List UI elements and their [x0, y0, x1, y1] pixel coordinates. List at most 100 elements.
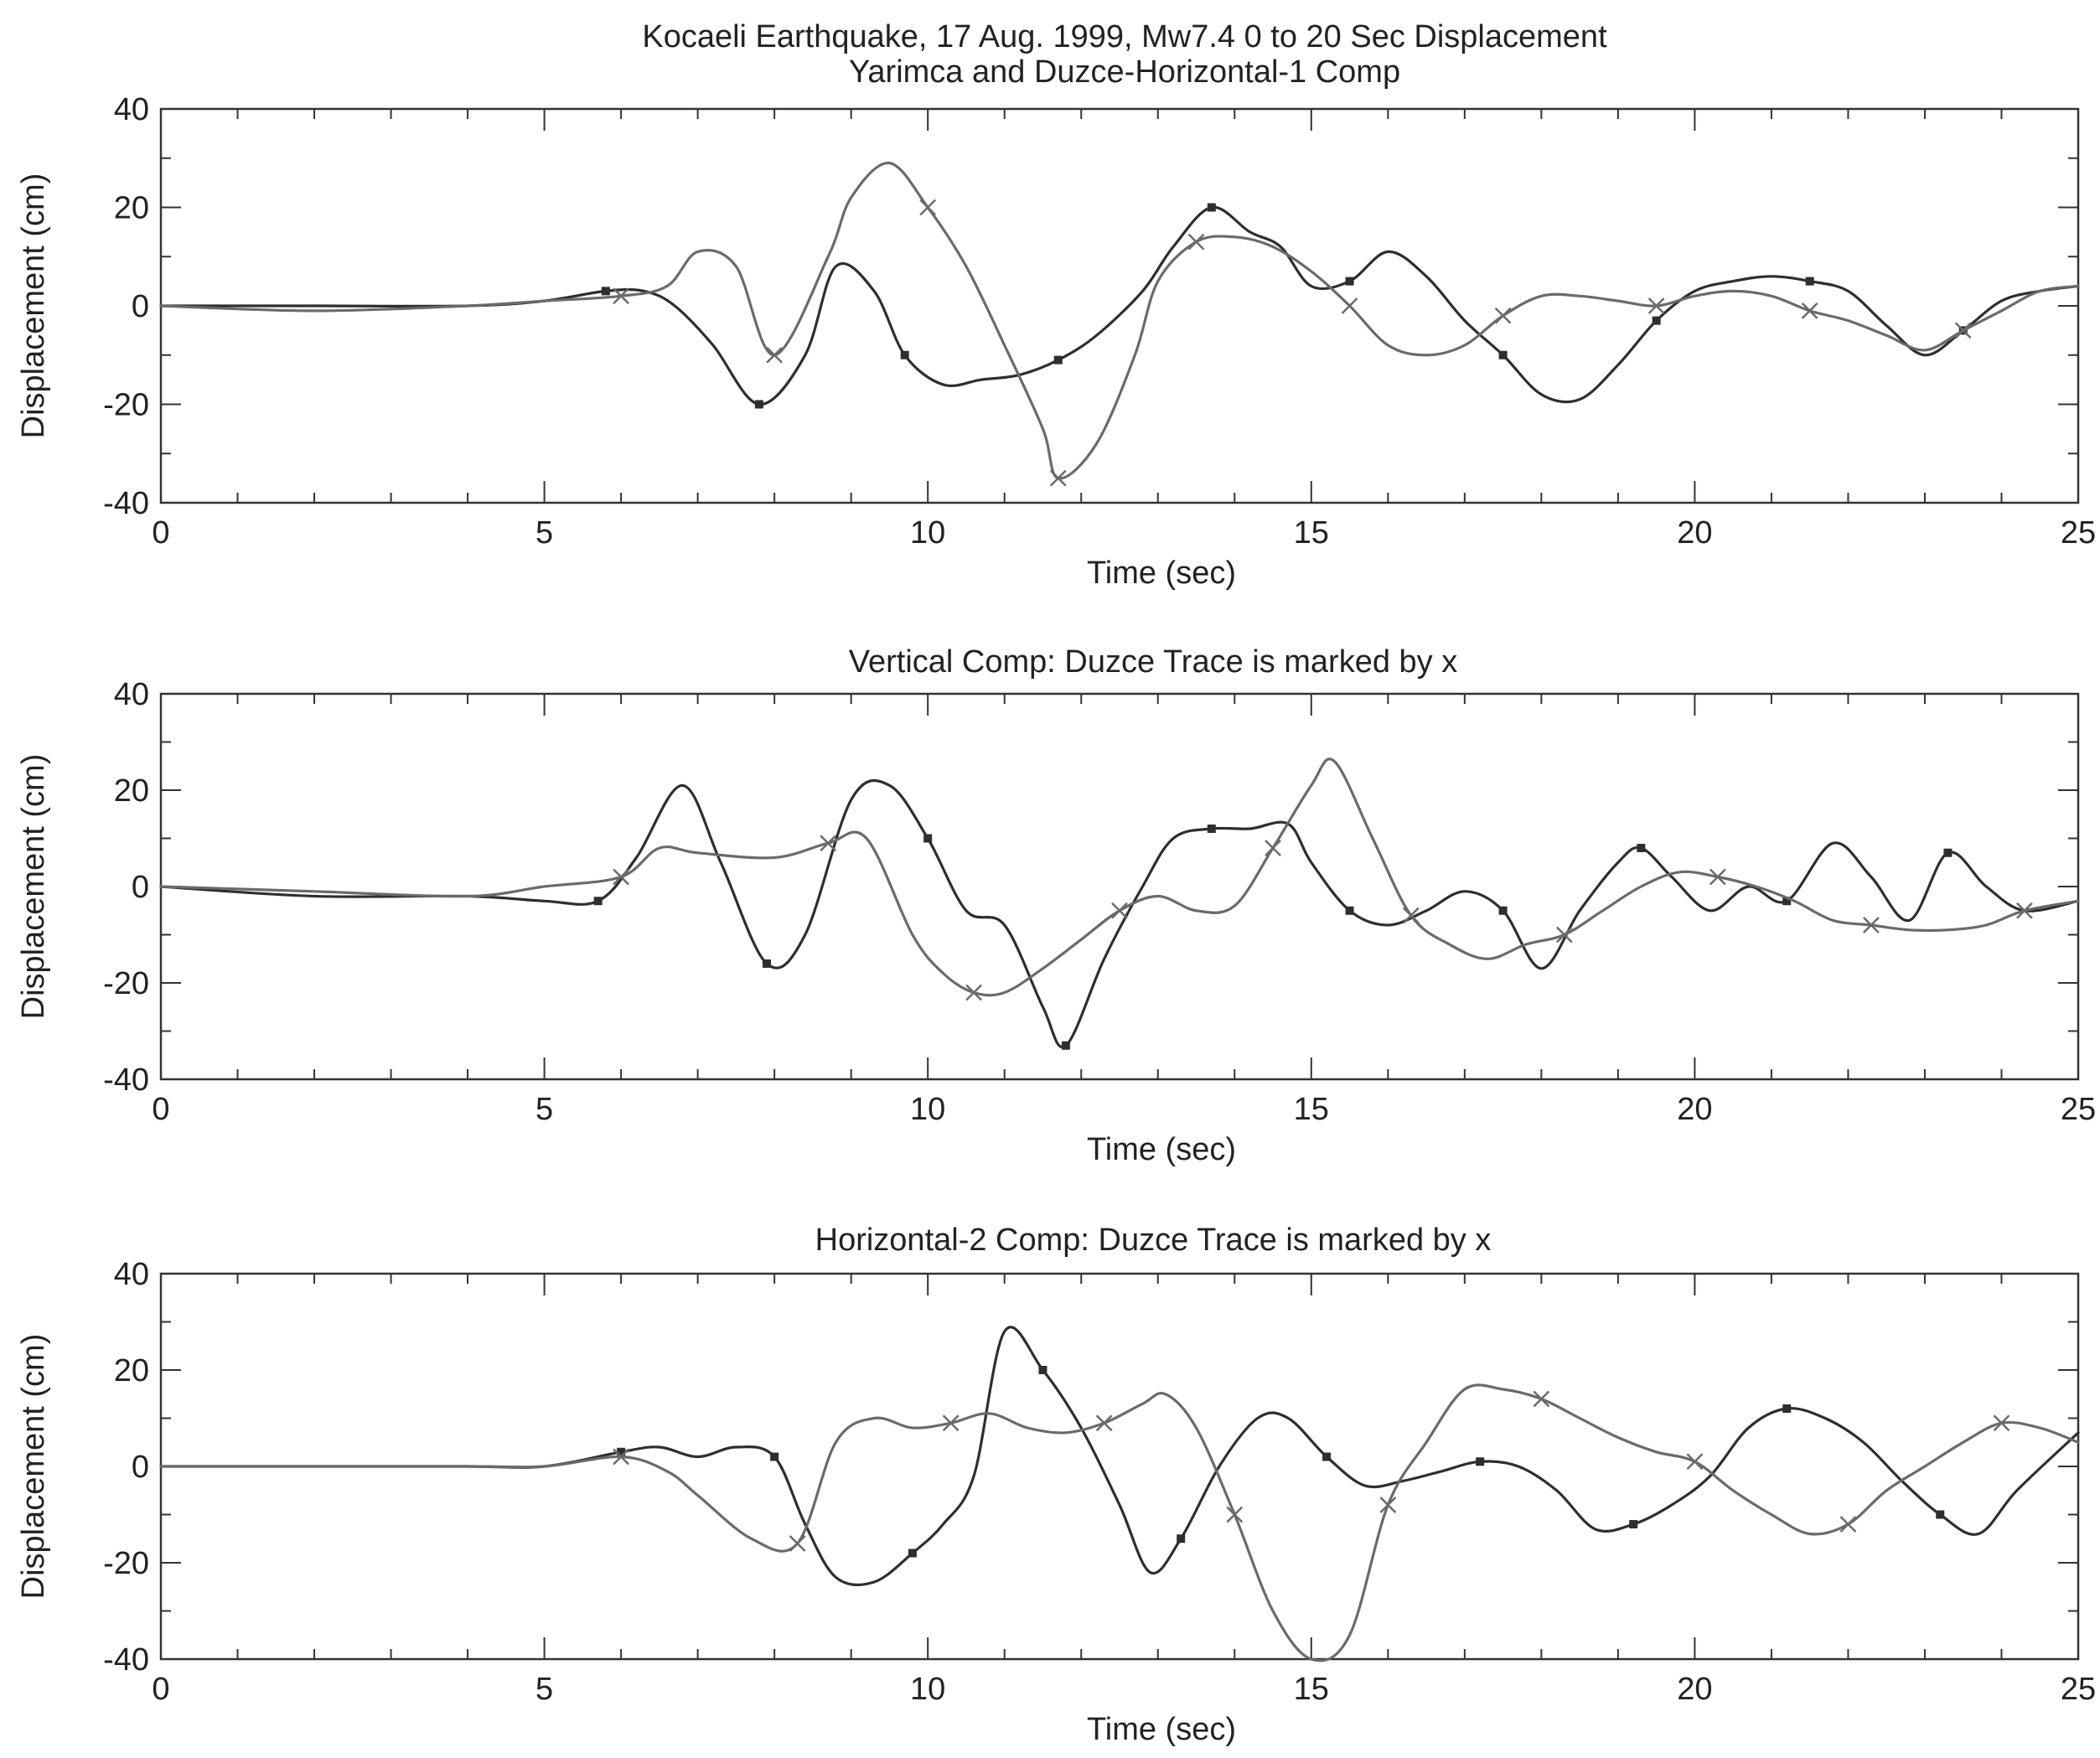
panel-title: Horizontal-2 Comp: Duzce Trace is marked… [815, 1223, 1492, 1258]
duzce-x-marker [919, 199, 937, 216]
duzce-x-marker [1265, 840, 1281, 856]
duzce-x-marker [942, 1414, 959, 1432]
yarimca-point-marker [1782, 1404, 1792, 1413]
yarimca-point-marker [1782, 897, 1792, 906]
y-tick-label: 40 [114, 1257, 149, 1292]
y-tick-label: -20 [103, 388, 149, 423]
duzce-x-marker [613, 868, 630, 886]
yarimca-point-marker [1637, 844, 1646, 852]
chart-panel-3: Horizontal-2 Comp: Duzce Trace is marked… [16, 1223, 2096, 1747]
chart-panel-1: 0 5 10 15 20 25 40 20 0 -20 -40 Time (sec) Displacem… [16, 92, 2096, 591]
figure-title-line1: Kocaeli Earthquake, 17 Aug. 1999, Mw7.4 … [642, 19, 1607, 54]
yarimca-point-marker [593, 897, 603, 906]
yarimca-point-marker [1498, 350, 1508, 359]
yarimca-point-marker [1177, 1534, 1186, 1543]
y-tick-label: 40 [114, 677, 149, 712]
yarimca-point-marker [1207, 203, 1216, 212]
y-tick-label: 40 [114, 92, 149, 127]
x-tick-label: 15 [1294, 515, 1329, 551]
duzce-x-marker [789, 1535, 806, 1552]
duzce-x-marker [1226, 1506, 1244, 1523]
y-axis-label: Displacement (cm) [16, 1334, 51, 1600]
yarimca-point-marker [1629, 1520, 1638, 1528]
y-tick-label: 20 [114, 773, 149, 809]
duzce-x-marker [766, 346, 784, 364]
duzce-x-marker [1954, 322, 1972, 339]
duzce-x-marker [1709, 868, 1726, 886]
duzce-x-marker [613, 1448, 630, 1466]
duzce-series-line [159, 161, 2080, 480]
x-tick-label: 5 [535, 515, 553, 551]
duzce-x-marker [1111, 902, 1128, 919]
duzce-x-marker [1379, 1497, 1397, 1513]
x-axis-label: Time (sec) [1087, 1132, 1236, 1167]
y-tick-label: -20 [103, 1546, 149, 1581]
x-tick-label: 20 [1677, 1092, 1712, 1127]
chart-panel-2: Vertical Comp: Duzce Trace is marked by … [16, 644, 2096, 1167]
duzce-x-marker [820, 835, 837, 852]
duzce-x-marker [1533, 1390, 1550, 1408]
duzce-x-marker [1187, 233, 1205, 251]
x-tick-label: 5 [535, 1672, 553, 1707]
x-tick-label: 10 [910, 515, 945, 551]
y-tick-label: -40 [103, 1642, 149, 1678]
y-tick-label: 0 [132, 870, 149, 905]
yarimca-point-marker [1038, 1366, 1047, 1374]
duzce-x-marker [1801, 302, 1818, 319]
yarimca-point-marker [900, 350, 909, 359]
duzce-series-line [159, 1383, 2080, 1662]
yarimca-series-line [159, 778, 2080, 1049]
duzce-x-marker [1839, 1516, 1857, 1533]
panels-group: 0 5 10 15 20 25 40 20 0 -20 -40 Time (sec) Displacem… [16, 92, 2096, 1747]
yarimca-point-marker [1805, 277, 1814, 286]
duzce-x-marker [1402, 907, 1420, 924]
duzce-x-marker [613, 287, 630, 305]
x-tick-label: 25 [2061, 1092, 2096, 1127]
duzce-x-marker [1647, 297, 1665, 314]
yarimca-point-marker [1345, 906, 1354, 915]
y-tick-label: 20 [114, 191, 149, 226]
duzce-x-marker [1555, 926, 1573, 944]
yarimca-point-marker [770, 1452, 779, 1461]
panel-title: Vertical Comp: Duzce Trace is marked by … [849, 644, 1457, 680]
x-tick-label: 0 [152, 1092, 169, 1127]
duzce-series-line [159, 757, 2080, 997]
yarimca-point-marker [1322, 1452, 1332, 1461]
x-tick-label: 25 [2061, 515, 2096, 551]
x-axis-label: Time (sec) [1087, 1712, 1236, 1747]
duzce-x-marker [1095, 1414, 1113, 1432]
yarimca-point-marker [1053, 355, 1063, 365]
duzce-x-marker [1341, 297, 1358, 314]
yarimca-point-marker [908, 1549, 917, 1558]
duzce-x-marker [1863, 917, 1880, 933]
duzce-x-marker [965, 984, 982, 1001]
yarimca-point-marker [1345, 277, 1354, 286]
x-tick-label: 20 [1677, 1672, 1712, 1707]
x-tick-label: 25 [2061, 1672, 2096, 1707]
duzce-x-marker [1993, 1414, 2010, 1432]
y-axis-label: Displacement (cm) [16, 173, 51, 439]
x-tick-label: 5 [535, 1092, 553, 1127]
yarimca-series-line [159, 1326, 2080, 1586]
yarimca-point-marker [1207, 825, 1216, 833]
y-tick-label: 20 [114, 1353, 149, 1388]
yarimca-point-marker [754, 400, 763, 409]
yarimca-point-marker [923, 834, 933, 843]
x-tick-label: 0 [152, 515, 169, 551]
x-tick-label: 15 [1294, 1672, 1329, 1707]
yarimca-series-line [159, 205, 2080, 406]
x-axis-label: Time (sec) [1087, 556, 1236, 591]
yarimca-point-marker [617, 1447, 626, 1456]
x-tick-label: 10 [910, 1672, 945, 1707]
x-tick-label: 0 [152, 1672, 169, 1707]
y-tick-label: -20 [103, 966, 149, 1001]
yarimca-point-marker [1652, 316, 1661, 325]
yarimca-point-marker [1061, 1041, 1070, 1050]
y-axis-label: Displacement (cm) [16, 754, 51, 1020]
y-tick-label: 0 [132, 1450, 149, 1485]
yarimca-point-marker [1943, 848, 1953, 857]
duzce-x-marker [1494, 307, 1512, 324]
yarimca-point-marker [1936, 1510, 1945, 1519]
